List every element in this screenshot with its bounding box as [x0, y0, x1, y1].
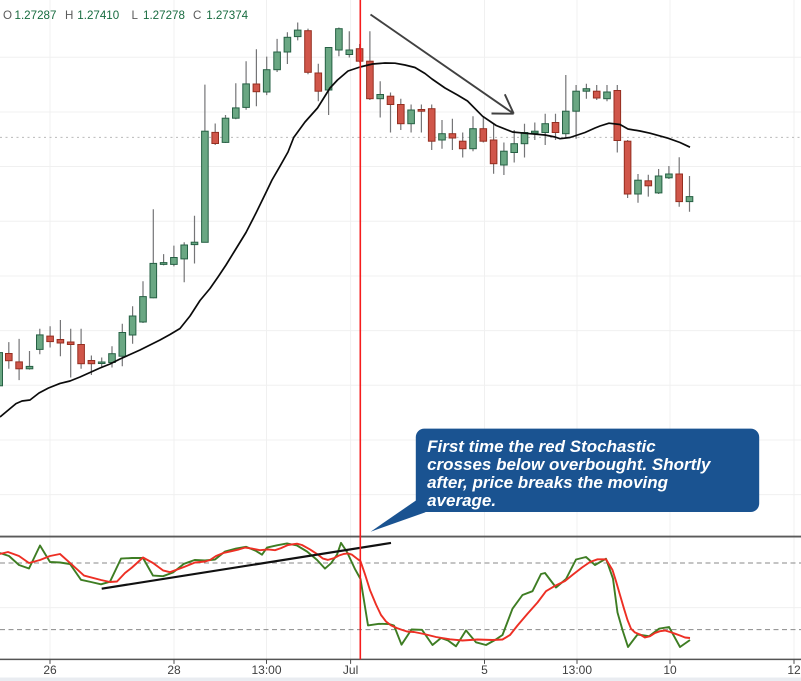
svg-text:13:00: 13:00 — [562, 663, 592, 677]
svg-text:13:00: 13:00 — [251, 663, 281, 677]
svg-text:Jul: Jul — [343, 663, 358, 677]
svg-text:1.27410: 1.27410 — [77, 9, 119, 22]
svg-text:H: H — [65, 9, 73, 22]
svg-text:12: 12 — [787, 663, 801, 677]
svg-text:26: 26 — [43, 663, 57, 677]
svg-text:crosses below overbought. Shor: crosses below overbought. Shortly — [427, 455, 712, 474]
svg-text:1.27278: 1.27278 — [143, 9, 185, 22]
svg-text:average.: average. — [427, 491, 496, 510]
svg-text:L: L — [132, 9, 139, 22]
svg-text:after, price breaks the moving: after, price breaks the moving — [427, 473, 669, 492]
svg-text:5: 5 — [481, 663, 488, 677]
svg-text:1.27374: 1.27374 — [206, 9, 248, 22]
svg-text:1.27287: 1.27287 — [15, 9, 57, 22]
svg-text:28: 28 — [167, 663, 181, 677]
svg-text:First time the red Stochastic: First time the red Stochastic — [427, 437, 656, 456]
svg-text:O: O — [3, 9, 12, 22]
svg-text:10: 10 — [663, 663, 677, 677]
svg-text:C: C — [193, 9, 201, 22]
